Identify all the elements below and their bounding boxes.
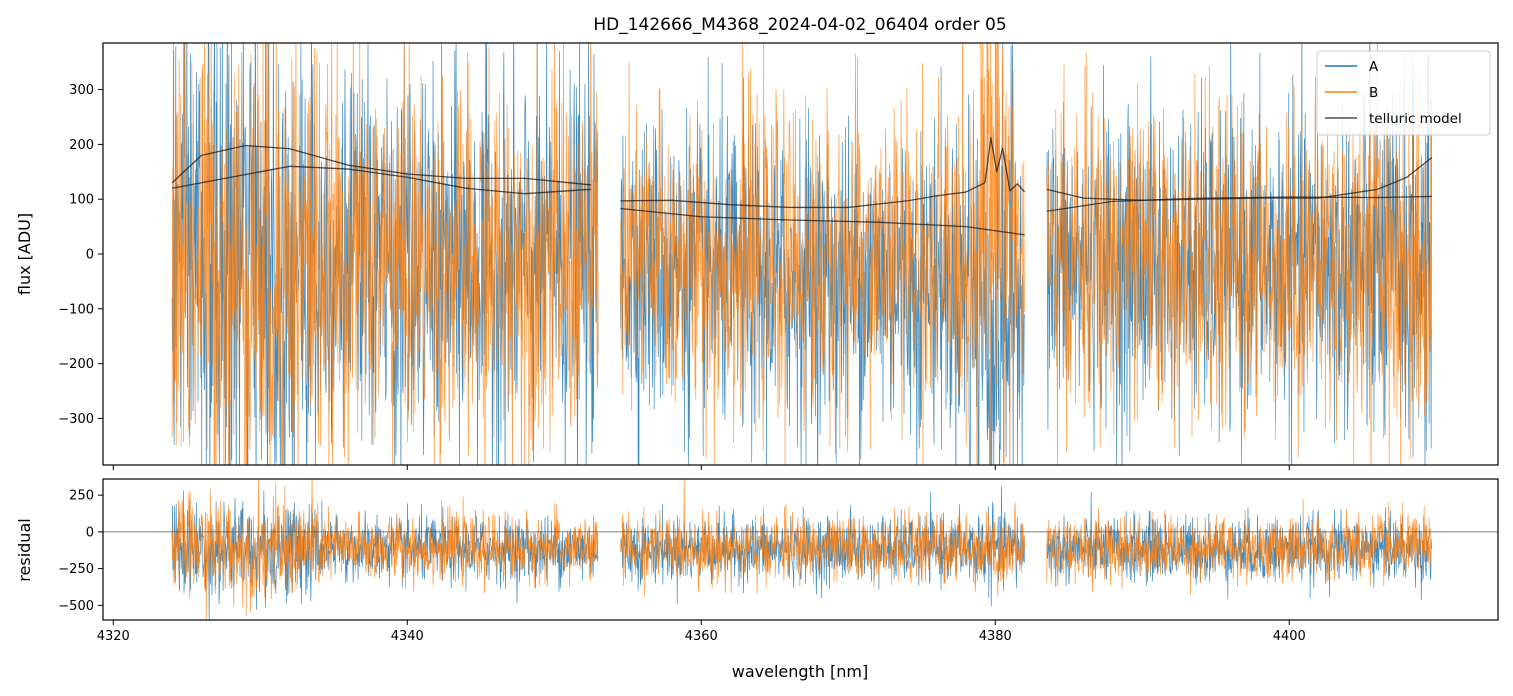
residual-series-b-line: [171, 479, 1432, 620]
chart-title: HD_142666_M4368_2024-04-02_06404 order 0…: [593, 15, 1006, 35]
residual-x-ticks: 4320 4340 4360 4380 4400: [97, 620, 1306, 644]
legend-label-telluric: telluric model: [1369, 111, 1462, 127]
main-panel: −300 −200 −100 0 100 200 300 flux [ADU] A B te…: [15, 42, 1499, 470]
legend-label-a: A: [1369, 59, 1379, 75]
main-y-ticks: −300 −200 −100 0 100 200 300: [58, 83, 103, 427]
main-ytick-label: 200: [69, 138, 94, 153]
telluric-model-line-1: [171, 137, 1433, 209]
residual-panel: −500 −250 0 250 4320 4340 4360 4380 4400 residu…: [15, 478, 1499, 681]
residual-xtick-label: 4340: [391, 629, 424, 644]
residual-ytick-label: −500: [58, 599, 94, 614]
residual-xtick-label: 4400: [1273, 629, 1306, 644]
main-ytick-label: 100: [69, 193, 94, 208]
main-ytick-label: −300: [58, 412, 94, 427]
main-ytick-label: −200: [58, 357, 94, 372]
telluric-model-line-2: [171, 165, 1432, 236]
residual-xtick-label: 4360: [685, 629, 718, 644]
residual-data: [171, 479, 1432, 620]
residual-ytick-label: 250: [69, 489, 94, 504]
residual-ytick-label: −250: [58, 562, 94, 577]
telluric-model-lines: [171, 137, 1433, 236]
x-axis-label: wavelength [nm]: [732, 662, 869, 681]
series-b-line: [171, 43, 1432, 465]
residual-y-ticks: −500 −250 0 250: [58, 489, 103, 614]
main-y-axis-label: flux [ADU]: [15, 213, 34, 295]
residual-y-axis-label: residual: [15, 518, 34, 581]
main-ytick-label: 300: [69, 83, 94, 98]
main-ytick-label: −100: [58, 302, 94, 317]
residual-axes-frame: [102, 478, 1499, 621]
legend-frame: [1316, 50, 1491, 136]
residual-ytick-label: 0: [86, 525, 94, 540]
main-data: [171, 43, 1432, 465]
series-a-line: [171, 43, 1432, 465]
residual-xtick-label: 4380: [979, 629, 1012, 644]
main-x-ticks: [112, 465, 1290, 470]
legend: A B telluric model: [1316, 50, 1491, 136]
main-ytick-label: 0: [86, 248, 94, 263]
residual-xtick-label: 4320: [97, 629, 130, 644]
legend-label-b: B: [1369, 85, 1378, 101]
